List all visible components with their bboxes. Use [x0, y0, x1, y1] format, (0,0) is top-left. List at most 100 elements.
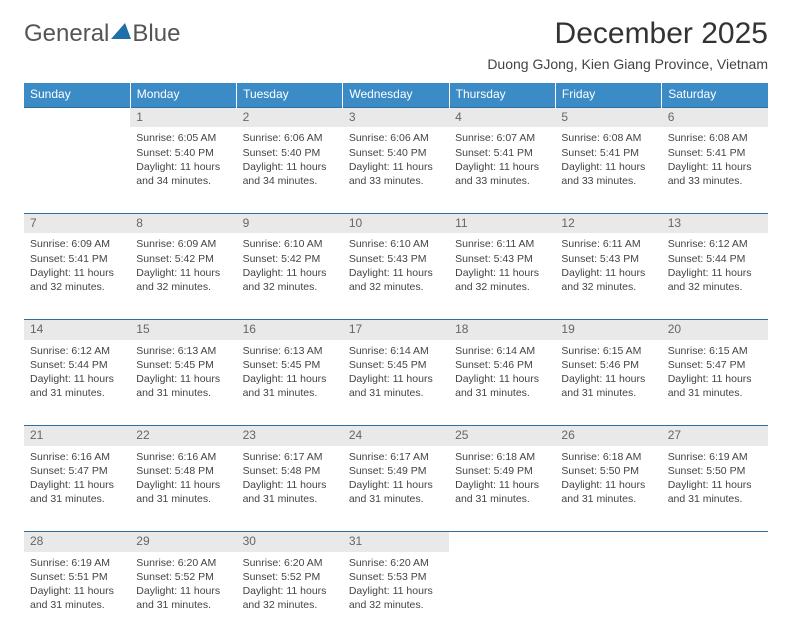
- day-number-cell: 28: [24, 532, 130, 552]
- day-content-cell: Sunrise: 6:13 AMSunset: 5:45 PMDaylight:…: [130, 340, 236, 426]
- day-number-cell: 29: [130, 532, 236, 552]
- day-number-cell: 1: [130, 107, 236, 127]
- sunset-text: Sunset: 5:45 PM: [243, 358, 337, 372]
- month-title: December 2025: [487, 14, 768, 53]
- daylight-text: Daylight: 11 hours and 32 minutes.: [561, 266, 655, 294]
- sunrise-text: Sunrise: 6:13 AM: [243, 344, 337, 358]
- day-number-cell: 8: [130, 213, 236, 233]
- day-content-row: Sunrise: 6:09 AMSunset: 5:41 PM Daylight:…: [24, 233, 768, 319]
- daylight-text: Daylight: 11 hours and 33 minutes.: [349, 160, 443, 188]
- day-number-cell: 4: [449, 107, 555, 127]
- sunset-text: Sunset: 5:46 PM: [455, 358, 549, 372]
- daylight-text: Daylight: 11 hours and 31 minutes.: [668, 478, 762, 506]
- sunrise-text: Sunrise: 6:10 AM: [243, 237, 337, 251]
- logo-triangle-icon: [111, 16, 131, 47]
- day-number-row: 78910111213: [24, 213, 768, 233]
- daylight-text: Daylight: 11 hours and 31 minutes.: [243, 372, 337, 400]
- sunset-text: Sunset: 5:50 PM: [668, 464, 762, 478]
- sunset-text: Sunset: 5:41 PM: [668, 146, 762, 160]
- location: Duong GJong, Kien Giang Province, Vietna…: [487, 55, 768, 73]
- sunset-text: Sunset: 5:41 PM: [561, 146, 655, 160]
- day-content-cell: [555, 552, 661, 638]
- day-content-cell: Sunrise: 6:17 AMSunset: 5:48 PMDaylight:…: [237, 446, 343, 532]
- sunrise-text: Sunrise: 6:19 AM: [668, 450, 762, 464]
- sunset-text: Sunset: 5:40 PM: [136, 146, 230, 160]
- daylight-text: Daylight: 11 hours and 31 minutes.: [136, 372, 230, 400]
- sunset-text: Sunset: 5:47 PM: [30, 464, 124, 478]
- day-content-cell: [24, 127, 130, 213]
- daylight-text: Daylight: 11 hours and 31 minutes.: [561, 372, 655, 400]
- day-number-row: 14151617181920: [24, 319, 768, 339]
- day-content-cell: Sunrise: 6:14 AMSunset: 5:45 PMDaylight:…: [343, 340, 449, 426]
- daylight-text: Daylight: 11 hours and 32 minutes.: [136, 266, 230, 294]
- day-number-cell: 7: [24, 213, 130, 233]
- day-number-cell: 31: [343, 532, 449, 552]
- day-number-cell: 14: [24, 319, 130, 339]
- sunrise-text: Sunrise: 6:16 AM: [136, 450, 230, 464]
- sunrise-text: Sunrise: 6:09 AM: [30, 237, 124, 251]
- sunrise-text: Sunrise: 6:08 AM: [561, 131, 655, 145]
- sunset-text: Sunset: 5:49 PM: [455, 464, 549, 478]
- day-content-cell: Sunrise: 6:11 AMSunset: 5:43 PMDaylight:…: [555, 233, 661, 319]
- sunset-text: Sunset: 5:41 PM: [455, 146, 549, 160]
- day-content-cell: [662, 552, 768, 638]
- daylight-text: Daylight: 11 hours and 33 minutes.: [455, 160, 549, 188]
- day-content-cell: Sunrise: 6:18 AMSunset: 5:50 PMDaylight:…: [555, 446, 661, 532]
- day-number-cell: 10: [343, 213, 449, 233]
- day-number-cell: [24, 107, 130, 127]
- day-content-cell: [449, 552, 555, 638]
- day-content-cell: Sunrise: 6:16 AMSunset: 5:48 PMDaylight:…: [130, 446, 236, 532]
- day-content-cell: Sunrise: 6:09 AMSunset: 5:42 PMDaylight:…: [130, 233, 236, 319]
- day-content-cell: Sunrise: 6:10 AMSunset: 5:42 PMDaylight:…: [237, 233, 343, 319]
- calendar-table: SundayMondayTuesdayWednesdayThursdayFrid…: [24, 83, 768, 638]
- day-content-cell: Sunrise: 6:20 AMSunset: 5:52 PMDaylight:…: [237, 552, 343, 638]
- sunset-text: Sunset: 5:52 PM: [136, 570, 230, 584]
- weekday-header-row: SundayMondayTuesdayWednesdayThursdayFrid…: [24, 83, 768, 107]
- daylight-text: Daylight: 11 hours and 31 minutes.: [455, 478, 549, 506]
- day-content-cell: Sunrise: 6:15 AMSunset: 5:47 PMDaylight:…: [662, 340, 768, 426]
- sunset-text: Sunset: 5:43 PM: [561, 252, 655, 266]
- weekday-header: Thursday: [449, 83, 555, 107]
- daylight-text: Daylight: 11 hours and 32 minutes.: [455, 266, 549, 294]
- sunset-text: Sunset: 5:40 PM: [349, 146, 443, 160]
- day-number-cell: 12: [555, 213, 661, 233]
- sunset-text: Sunset: 5:42 PM: [136, 252, 230, 266]
- daylight-text: Daylight: 11 hours and 31 minutes.: [30, 584, 124, 612]
- sunset-text: Sunset: 5:50 PM: [561, 464, 655, 478]
- daylight-text: Daylight: 11 hours and 32 minutes.: [349, 266, 443, 294]
- day-number-cell: 17: [343, 319, 449, 339]
- sunrise-text: Sunrise: 6:15 AM: [561, 344, 655, 358]
- day-content-row: Sunrise: 6:12 AMSunset: 5:44 PMDaylight:…: [24, 340, 768, 426]
- day-content-cell: Sunrise: 6:06 AMSunset: 5:40 PMDaylight:…: [343, 127, 449, 213]
- day-number-cell: 22: [130, 426, 236, 446]
- day-content-cell: Sunrise: 6:17 AMSunset: 5:49 PMDaylight:…: [343, 446, 449, 532]
- sunset-text: Sunset: 5:48 PM: [136, 464, 230, 478]
- sunset-text: Sunset: 5:52 PM: [243, 570, 337, 584]
- sunrise-text: Sunrise: 6:20 AM: [243, 556, 337, 570]
- sunrise-text: Sunrise: 6:06 AM: [349, 131, 443, 145]
- daylight-text: Daylight: 11 hours and 32 minutes.: [349, 584, 443, 612]
- day-content-cell: Sunrise: 6:20 AMSunset: 5:52 PMDaylight:…: [130, 552, 236, 638]
- day-number-row: 123456: [24, 107, 768, 127]
- day-number-cell: 23: [237, 426, 343, 446]
- day-content-cell: Sunrise: 6:07 AMSunset: 5:41 PMDaylight:…: [449, 127, 555, 213]
- day-content-cell: Sunrise: 6:12 AMSunset: 5:44 PMDaylight:…: [24, 340, 130, 426]
- weekday-header: Monday: [130, 83, 236, 107]
- day-content-row: Sunrise: 6:05 AMSunset: 5:40 PMDaylight:…: [24, 127, 768, 213]
- day-number-cell: 2: [237, 107, 343, 127]
- day-number-cell: 24: [343, 426, 449, 446]
- day-content-row: Sunrise: 6:16 AM Sunset: 5:47 PM Daylight:…: [24, 446, 768, 532]
- sunset-text: Sunset: 5:42 PM: [243, 252, 337, 266]
- sunrise-text: Sunrise: 6:20 AM: [136, 556, 230, 570]
- day-number-cell: 18: [449, 319, 555, 339]
- title-block: December 2025 Duong GJong, Kien Giang Pr…: [487, 14, 768, 73]
- day-number-row: 28293031: [24, 532, 768, 552]
- sunrise-text: Sunrise: 6:20 AM: [349, 556, 443, 570]
- sunset-text: Sunset: 5:45 PM: [349, 358, 443, 372]
- sunrise-text: Sunrise: 6:06 AM: [243, 131, 337, 145]
- daylight-text: Daylight: 11 hours and 31 minutes.: [668, 372, 762, 400]
- sunset-text: Sunset: 5:41 PM: [30, 252, 124, 266]
- day-content-cell: Sunrise: 6:19 AMSunset: 5:50 PMDaylight:…: [662, 446, 768, 532]
- daylight-text: Daylight: 11 hours and 34 minutes.: [136, 160, 230, 188]
- day-number-cell: 20: [662, 319, 768, 339]
